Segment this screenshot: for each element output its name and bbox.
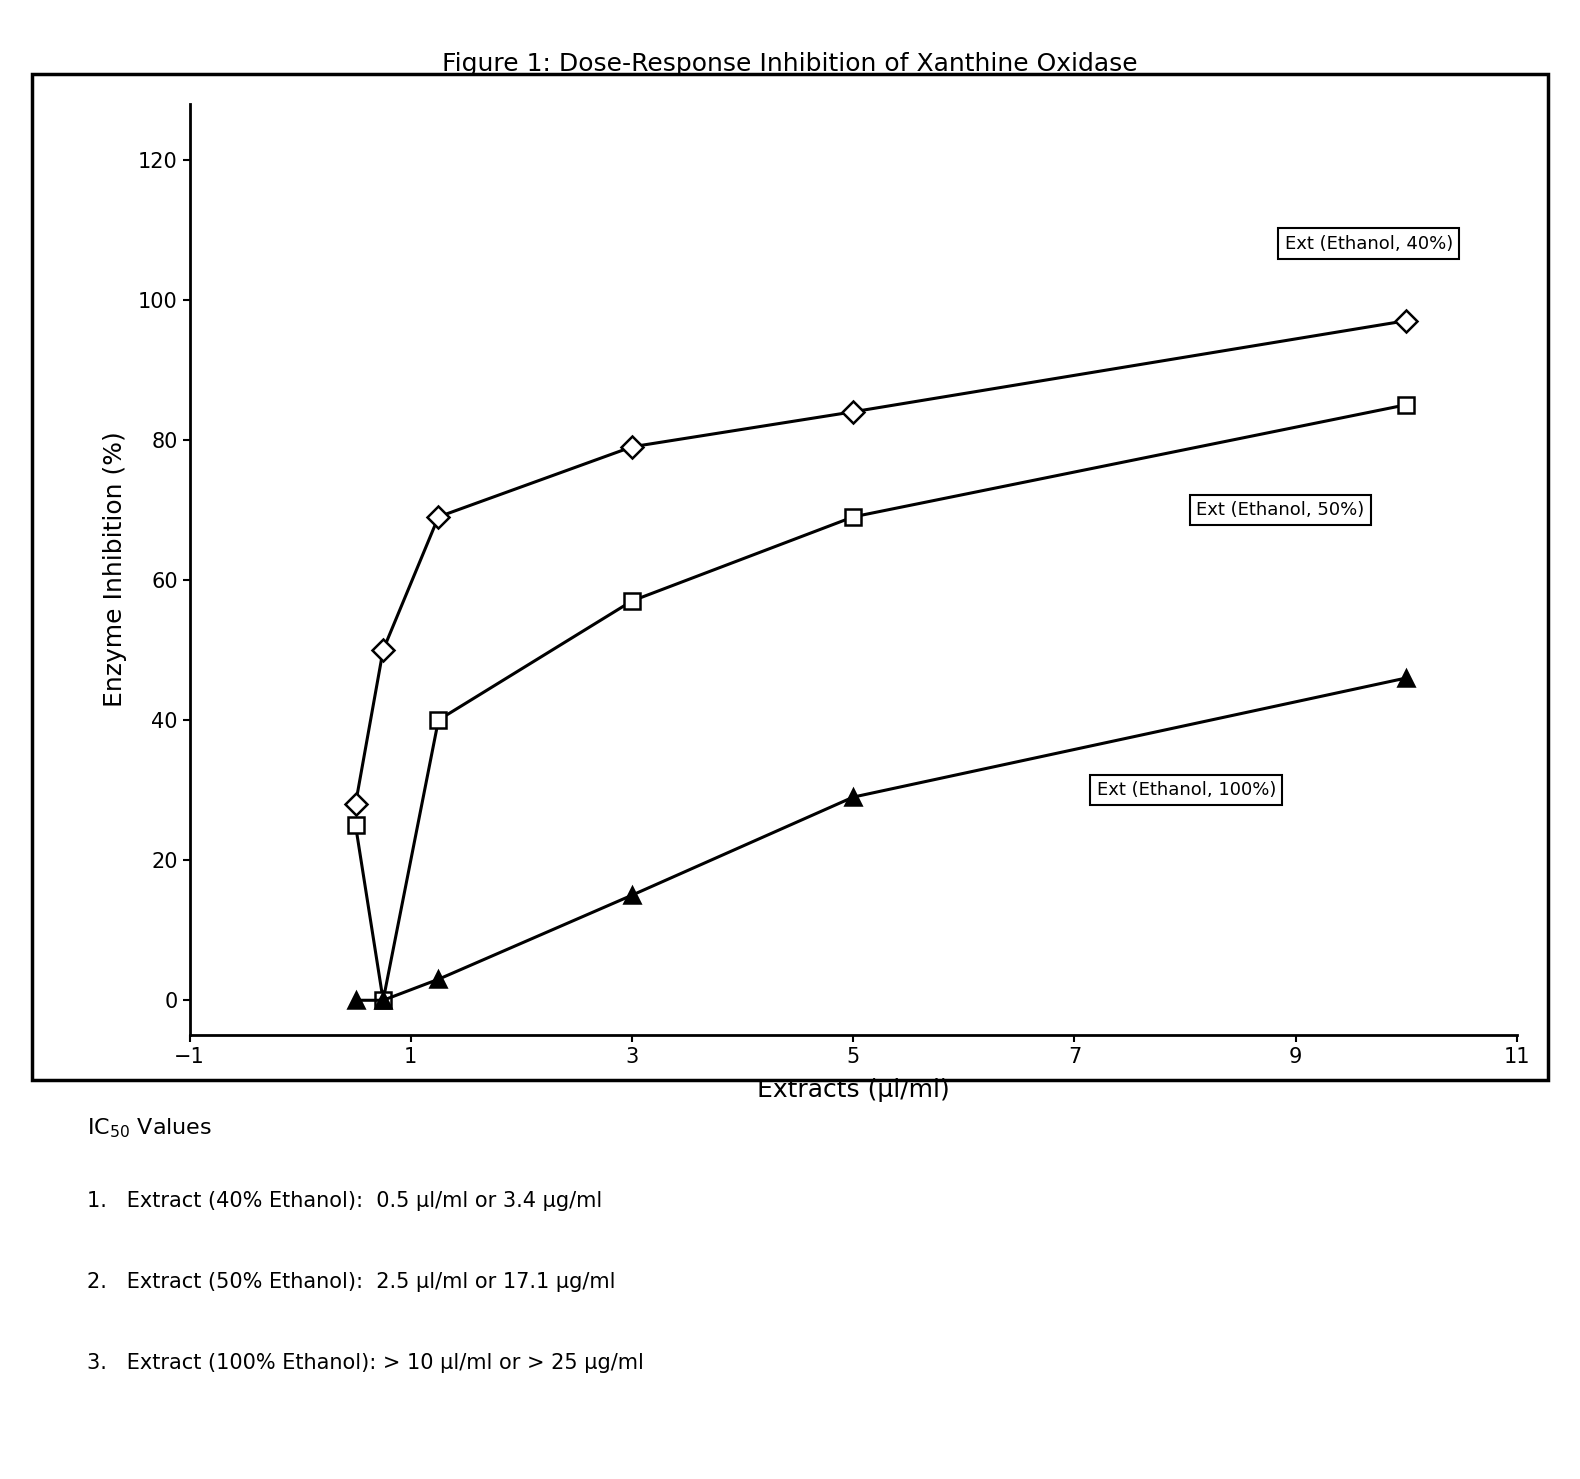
X-axis label: Extracts (μl/ml): Extracts (μl/ml) [757, 1078, 950, 1102]
Text: 2.   Extract (50% Ethanol):  2.5 μl/ml or 17.1 μg/ml: 2. Extract (50% Ethanol): 2.5 μl/ml or 1… [87, 1272, 615, 1293]
Text: IC$_{50}$ Values: IC$_{50}$ Values [87, 1117, 212, 1140]
Text: 1.   Extract (40% Ethanol):  0.5 μl/ml or 3.4 μg/ml: 1. Extract (40% Ethanol): 0.5 μl/ml or 3… [87, 1191, 602, 1211]
Text: Ext (Ethanol, 100%): Ext (Ethanol, 100%) [1097, 781, 1277, 799]
Text: Ext (Ethanol, 40%): Ext (Ethanol, 40%) [1285, 235, 1452, 253]
Y-axis label: Enzyme Inhibition (%): Enzyme Inhibition (%) [103, 432, 126, 707]
Text: 3.   Extract (100% Ethanol): > 10 μl/ml or > 25 μg/ml: 3. Extract (100% Ethanol): > 10 μl/ml or… [87, 1353, 643, 1374]
Text: Figure 1: Dose-Response Inhibition of Xanthine Oxidase: Figure 1: Dose-Response Inhibition of Xa… [442, 52, 1138, 75]
Text: Ext (Ethanol, 50%): Ext (Ethanol, 50%) [1196, 501, 1364, 519]
